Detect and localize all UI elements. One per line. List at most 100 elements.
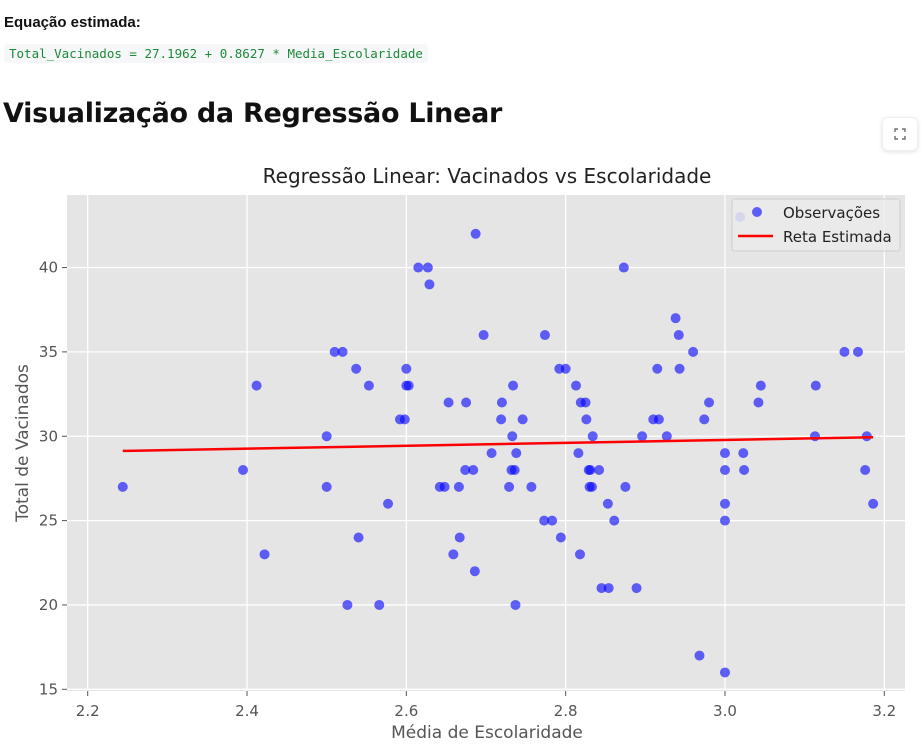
- y-tick-label: 20: [39, 596, 58, 614]
- data-point: [238, 464, 249, 475]
- y-tick-label: 25: [39, 512, 58, 530]
- legend-marker-observacoes: [752, 207, 762, 217]
- data-point: [594, 464, 605, 475]
- data-point: [539, 515, 550, 526]
- data-point: [609, 515, 620, 526]
- data-point: [580, 397, 591, 408]
- legend-label-observacoes: Observações: [783, 204, 880, 222]
- observation-points: [117, 211, 879, 678]
- data-point: [674, 363, 685, 374]
- data-point: [809, 431, 820, 442]
- x-tick-label: 2.4: [235, 702, 259, 720]
- data-point: [652, 363, 663, 374]
- fullscreen-button[interactable]: [882, 117, 918, 151]
- data-point: [694, 650, 705, 661]
- data-point: [719, 448, 730, 459]
- data-point: [602, 498, 613, 509]
- data-point: [688, 346, 699, 357]
- data-point: [508, 380, 519, 391]
- data-point: [620, 481, 631, 492]
- data-point: [424, 279, 435, 290]
- data-point: [719, 464, 730, 475]
- regression-line: [122, 436, 874, 453]
- x-axis-ticks: 2.2 2.4 2.6 2.8 3.0 3.2: [76, 691, 896, 720]
- data-point: [469, 566, 480, 577]
- data-point: [117, 481, 128, 492]
- data-point: [413, 262, 424, 273]
- data-point: [738, 448, 749, 459]
- data-point: [342, 599, 353, 610]
- data-point: [439, 481, 450, 492]
- data-point: [631, 583, 642, 594]
- fullscreen-icon: [894, 128, 906, 140]
- data-point: [719, 498, 730, 509]
- chart-title: Regressão Linear: Vacinados vs Escolarid…: [263, 164, 712, 188]
- data-point: [478, 330, 489, 341]
- plot-area: [67, 195, 905, 691]
- data-point: [468, 464, 479, 475]
- data-point: [585, 464, 596, 475]
- data-point: [719, 667, 730, 678]
- data-point: [571, 380, 582, 391]
- x-axis-label: Média de Escolaridade: [391, 723, 583, 743]
- data-point: [321, 431, 332, 442]
- data-point: [443, 397, 454, 408]
- data-point: [839, 346, 850, 357]
- data-point: [661, 431, 672, 442]
- data-point: [351, 363, 362, 374]
- data-point: [868, 498, 879, 509]
- data-point: [637, 431, 648, 442]
- data-point: [673, 330, 684, 341]
- data-point: [853, 346, 864, 357]
- data-point: [618, 262, 629, 273]
- data-point: [329, 346, 340, 357]
- data-point: [251, 380, 262, 391]
- x-tick-label: 2.6: [394, 702, 418, 720]
- section-title: Visualização da Regressão Linear: [3, 98, 503, 129]
- data-point: [586, 481, 597, 492]
- y-axis-label: Total de Vacinados: [13, 364, 33, 523]
- equation-label: Equação estimada:: [4, 14, 141, 31]
- data-point: [596, 583, 607, 594]
- data-point: [547, 515, 558, 526]
- data-point: [507, 431, 518, 442]
- y-axis-ticks: 15 20 25 30 35 40: [39, 259, 67, 698]
- regression-chart: Regressão Linear: Vacinados vs Escolarid…: [13, 164, 905, 743]
- data-point: [653, 414, 664, 425]
- x-tick-label: 2.8: [554, 702, 578, 720]
- y-tick-label: 30: [39, 427, 58, 445]
- data-point: [363, 380, 374, 391]
- data-point: [810, 380, 821, 391]
- data-point: [460, 464, 471, 475]
- grid-lines: [67, 195, 905, 691]
- data-point: [259, 549, 270, 560]
- data-point: [753, 397, 764, 408]
- data-point: [573, 448, 584, 459]
- data-point: [448, 549, 459, 560]
- y-tick-label: 40: [39, 259, 58, 277]
- data-point: [383, 498, 394, 509]
- data-point: [454, 532, 465, 543]
- data-point: [496, 414, 507, 425]
- legend-label-reta: Reta Estimada: [783, 228, 892, 246]
- data-point: [470, 228, 481, 239]
- fit-line: [122, 436, 874, 453]
- data-point: [560, 363, 571, 374]
- data-point: [399, 414, 410, 425]
- data-point: [526, 481, 537, 492]
- data-point: [511, 448, 522, 459]
- y-tick-label: 15: [39, 680, 58, 698]
- y-tick-label: 35: [39, 343, 58, 361]
- data-point: [496, 397, 507, 408]
- legend-box: [731, 198, 901, 252]
- data-point: [509, 464, 520, 475]
- data-point: [539, 330, 550, 341]
- data-point: [401, 363, 412, 374]
- data-point: [587, 431, 598, 442]
- legend: Observações Reta Estimada: [731, 198, 901, 252]
- equation-formula: Total_Vacinados = 27.1962 + 0.8627 * Med…: [4, 44, 428, 63]
- data-point: [403, 380, 414, 391]
- data-point: [461, 397, 472, 408]
- data-point: [581, 414, 592, 425]
- data-point: [704, 397, 715, 408]
